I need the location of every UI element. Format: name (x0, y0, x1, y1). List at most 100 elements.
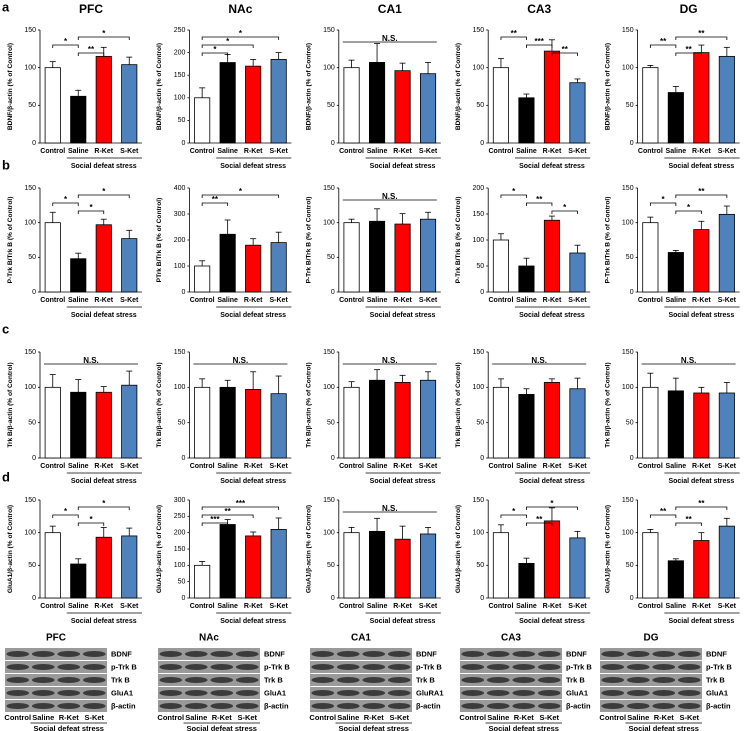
x-tick-label: Saline (666, 297, 687, 304)
blot-strip (310, 661, 412, 673)
blot-band (184, 664, 208, 670)
blot-band-label: β-actin (264, 701, 289, 710)
y-axis-label: GluA1/β-actin (% of Control) (156, 505, 163, 593)
blot-band-label: β-actin (706, 701, 731, 710)
y-tick-label: 50 (476, 263, 484, 270)
group-label: Social defeat stress (220, 163, 286, 170)
y-tick-label: 150 (24, 27, 36, 34)
bar (343, 386, 360, 459)
blot-region: DG (644, 633, 659, 644)
y-axis-label: P-Trk B/Trk B (% of Control) (306, 197, 313, 284)
y-tick-label: 100 (24, 220, 36, 227)
y-tick-label: 150 (24, 497, 36, 504)
sig-bracket (77, 52, 105, 56)
y-tick-label: 0 (630, 140, 634, 147)
blot-strip (600, 687, 702, 699)
blot-band-label: BDNF (264, 649, 285, 658)
x-tick-label: Control (40, 148, 65, 155)
x-tick-label: R-Ket (393, 297, 412, 304)
blot-strip (460, 687, 562, 699)
sig-label: * (550, 499, 554, 508)
bar (121, 64, 138, 144)
x-tick-label: Control (190, 297, 215, 304)
blot-band (311, 651, 335, 657)
x-tick-label: Control (489, 463, 514, 470)
bar (219, 233, 236, 293)
y-tick-label: 0 (480, 289, 484, 296)
blot-band (601, 677, 625, 683)
sig-label: N.S. (233, 356, 249, 365)
y-axis-label: BDNF/β-actin (% of Control) (7, 43, 14, 130)
blot-band (6, 690, 30, 696)
blot-strip (158, 674, 260, 686)
bar (667, 560, 684, 599)
y-tick-label: 150 (323, 185, 335, 192)
blot-strip (310, 648, 412, 660)
group-label: Social defeat stress (220, 618, 286, 625)
blot-band (601, 664, 625, 670)
blot-band (387, 664, 411, 670)
blot-band (31, 690, 55, 696)
x-tick-label: Saline (68, 297, 89, 304)
blot-band (601, 651, 625, 657)
y-axis-label: BDNF/β-actin (% of Control) (455, 43, 462, 130)
y-tick-label: 150 (174, 349, 186, 356)
x-tick-label: Control (40, 603, 65, 610)
y-tick-label: 100 (622, 220, 634, 227)
blot-band-label: GluA1 (566, 688, 588, 697)
x-tick-label: Saline (666, 148, 687, 155)
sig-label: *** (210, 515, 220, 524)
panel-label: c (2, 321, 9, 336)
blot-lane-label: Saline (32, 713, 54, 722)
y-tick-label: 0 (181, 140, 185, 147)
blot-strip (600, 661, 702, 673)
y-tick-label: 250 (174, 513, 186, 520)
chart-title: CA3 (527, 2, 551, 16)
blot-band (57, 690, 81, 696)
y-tick-label: 300 (174, 497, 186, 504)
bar (270, 529, 287, 599)
blot-strip (460, 661, 562, 673)
group-label: Social defeat stress (370, 478, 436, 485)
sig-label: *** (535, 37, 545, 46)
x-tick-label: S-Ket (718, 297, 737, 304)
y-axis-label: GluA1/β-actin (% of Control) (455, 505, 462, 593)
y-axis-label: Trk B/β-actin (% of Control) (7, 362, 14, 447)
blot-band-label: BDNF (111, 649, 132, 658)
x-tick-label: R-Ket (692, 463, 711, 470)
blot-lane-label: R-Ket (364, 713, 385, 722)
y-tick-label: 50 (178, 117, 186, 124)
bar (667, 92, 684, 144)
blot-band (336, 703, 360, 709)
sig-bracket (649, 44, 677, 48)
y-tick-label: 150 (323, 27, 335, 34)
x-tick-label: S-Ket (718, 148, 737, 155)
sig-label: ** (88, 45, 95, 54)
blot-band (210, 677, 234, 683)
x-tick-label: Control (40, 463, 65, 470)
chart-title: NAc (228, 2, 252, 16)
blot-strip (310, 674, 412, 686)
blot-group-label: Social defeat stress (34, 724, 104, 731)
bar (368, 530, 386, 599)
blot-lane-label: R-Ket (654, 713, 675, 722)
bar (245, 535, 262, 599)
bar (543, 50, 560, 144)
blot-band (362, 703, 386, 709)
blot-lane-label: S-Ket (237, 713, 257, 722)
y-tick-label: 150 (24, 185, 36, 192)
y-tick-label: 100 (174, 95, 186, 102)
x-tick-label: R-Ket (393, 603, 412, 610)
y-tick-label: 100 (24, 384, 36, 391)
blot-lane-label: Saline (337, 713, 359, 722)
y-axis-label: PTrk B/Trk B (% of Control) (156, 198, 163, 283)
blot-band-label: p-Trk B (264, 662, 290, 671)
y-tick-label: 50 (626, 420, 634, 427)
x-tick-label: S-Ket (568, 463, 587, 470)
blot-lane-label: Control (157, 713, 184, 722)
y-axis-label: Trk B/β-actin (% of Control) (604, 362, 611, 447)
blot-group-label: Social defeat stress (629, 724, 699, 731)
y-tick-label: 0 (331, 455, 335, 462)
blot-band (626, 677, 650, 683)
x-tick-label: S-Ket (419, 603, 438, 610)
